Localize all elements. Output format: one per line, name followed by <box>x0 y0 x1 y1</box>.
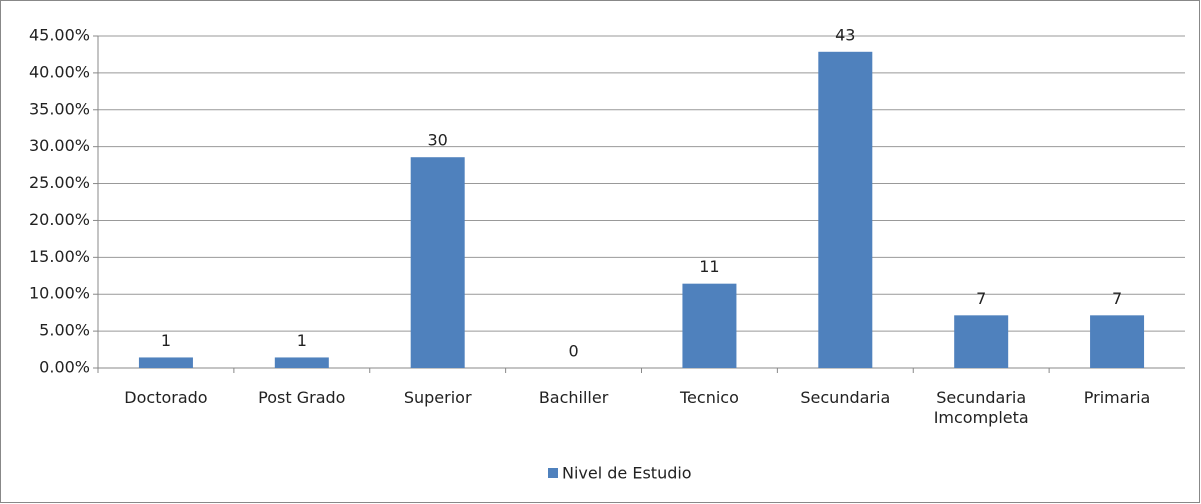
bar <box>1090 315 1145 368</box>
y-tick-label: 0.00% <box>39 358 90 377</box>
x-tick-label: Tecnico <box>680 388 739 407</box>
bar <box>138 357 193 368</box>
legend-swatch <box>548 468 558 478</box>
x-tick-label: Doctorado <box>124 388 208 407</box>
bar <box>954 315 1009 368</box>
data-label: 1 <box>297 331 307 350</box>
x-tick-label: Bachiller <box>538 388 609 407</box>
y-tick-label: 35.00% <box>29 99 90 118</box>
bar <box>410 157 465 368</box>
y-tick-label: 45.00% <box>29 26 90 45</box>
data-label: 7 <box>976 289 986 308</box>
y-tick-label: 25.00% <box>29 173 90 192</box>
y-tick-label: 15.00% <box>29 247 90 266</box>
bar <box>682 283 737 368</box>
x-tick-label: Post Grado <box>258 388 346 407</box>
y-tick-label: 40.00% <box>29 62 90 81</box>
y-tick-label: 20.00% <box>29 210 90 229</box>
legend-label: Nivel de Estudio <box>562 464 692 483</box>
x-tick-label: Primaria <box>1083 388 1151 407</box>
data-label: 0 <box>568 342 578 361</box>
data-label: 43 <box>835 25 855 44</box>
x-tick-label: Secundaria Imcompleta <box>933 388 1029 427</box>
data-label: 7 <box>1112 289 1122 308</box>
bar <box>274 357 329 368</box>
data-label: 11 <box>699 257 719 276</box>
bar <box>818 51 873 368</box>
x-tick-label: Superior <box>403 388 472 407</box>
y-tick-label: 30.00% <box>29 136 90 155</box>
y-tick-label: 5.00% <box>39 321 90 340</box>
data-label: 1 <box>161 331 171 350</box>
y-tick-label: 10.00% <box>29 284 90 303</box>
x-tick-label: Secundaria <box>800 388 891 407</box>
data-label: 30 <box>428 131 448 150</box>
